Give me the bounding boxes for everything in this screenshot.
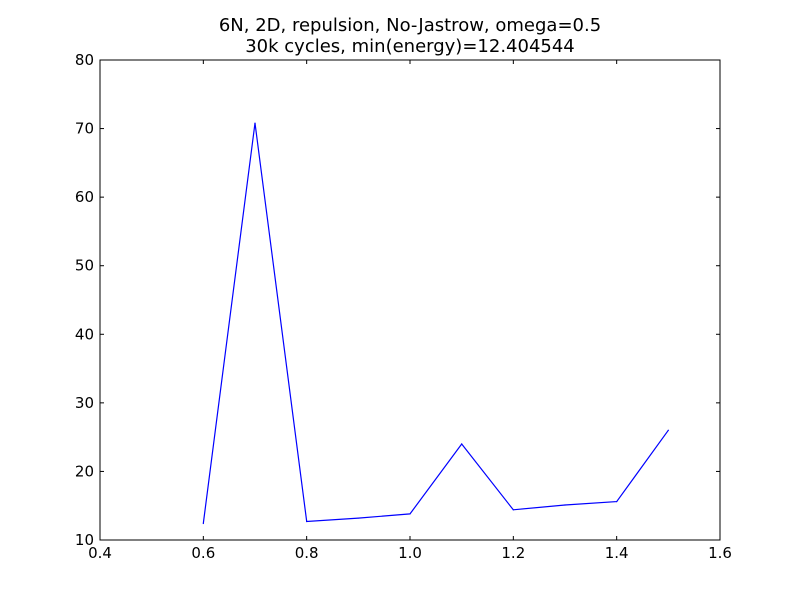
data-point <box>202 522 204 525</box>
data-point <box>254 122 256 124</box>
chart-title-line-1: 6N, 2D, repulsion, No-Jastrow, omega=0.5 <box>219 15 601 36</box>
series-layer <box>202 122 669 525</box>
x-tick-label: 1.6 <box>708 544 732 562</box>
series-line-0 <box>202 123 669 524</box>
data-point <box>667 429 669 431</box>
x-tick-label: 1.2 <box>501 544 525 562</box>
y-tick-label: 60 <box>75 188 94 206</box>
x-tick-label: 0.8 <box>295 544 319 562</box>
ticks-layer: 0.4 0.6 0.8 1.0 1.2 1.4 1.6 10 20 30 40 50 60 70 80 <box>75 51 732 562</box>
y-tick-label: 20 <box>75 462 94 480</box>
data-point <box>461 443 463 445</box>
x-tick-label: 1.0 <box>398 544 422 562</box>
data-point <box>306 520 308 523</box>
data-point <box>357 517 359 519</box>
y-tick-label: 70 <box>75 120 94 138</box>
data-point <box>564 504 566 506</box>
y-tick-label: 80 <box>75 51 94 69</box>
x-tick-label: 0.4 <box>88 544 112 562</box>
y-tick-label: 40 <box>75 325 94 343</box>
y-tick-label: 50 <box>75 257 94 275</box>
plot-frame <box>99 59 721 541</box>
data-point <box>512 509 514 511</box>
chart-title-line-2: 30k cycles, min(energy)=12.404544 <box>245 36 575 57</box>
data-point <box>616 501 618 503</box>
y-tick-label: 30 <box>75 394 94 412</box>
x-tick-label: 1.4 <box>605 544 629 562</box>
data-point <box>409 513 411 515</box>
x-tick-label: 0.6 <box>191 544 215 562</box>
y-tick-label: 10 <box>75 531 94 549</box>
